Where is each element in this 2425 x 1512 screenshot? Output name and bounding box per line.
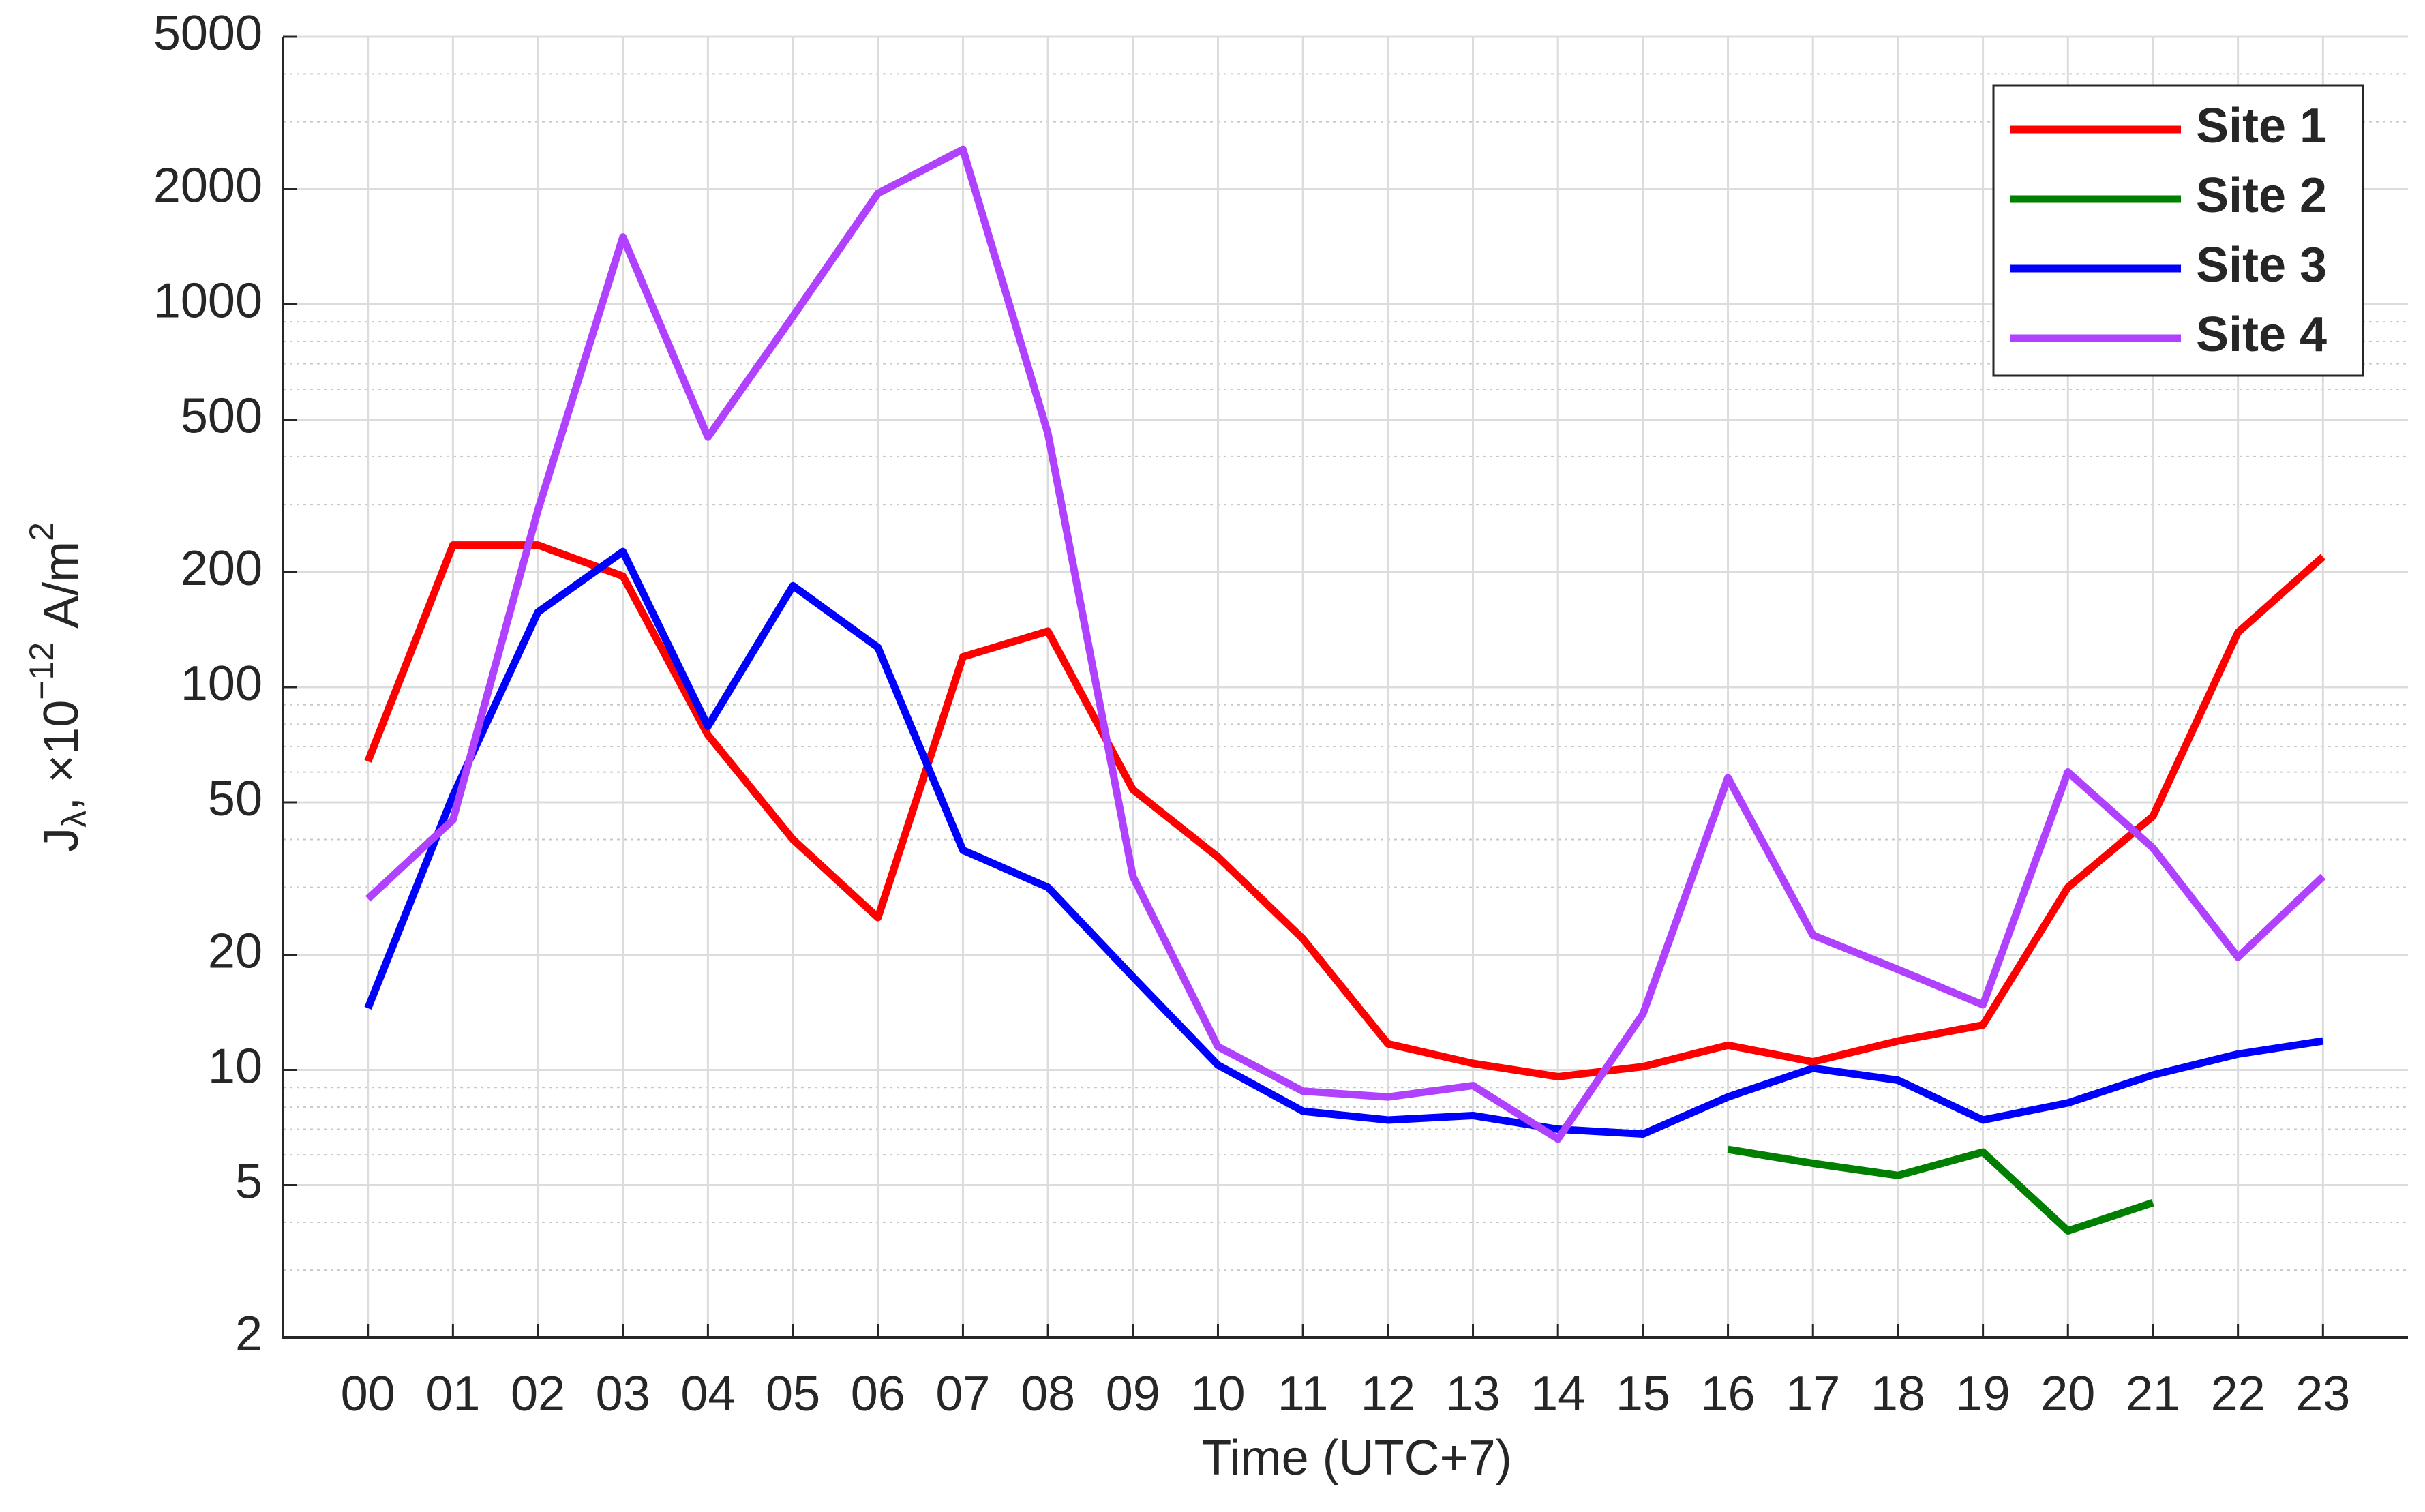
x-tick-label: 09 bbox=[1106, 1367, 1160, 1421]
y-tick-label: 2000 bbox=[153, 158, 262, 213]
x-tick-label: 18 bbox=[1871, 1367, 1925, 1421]
x-tick-label: 00 bbox=[341, 1367, 395, 1421]
y-tick-label: 5000 bbox=[153, 6, 262, 61]
x-tick-label: 21 bbox=[2126, 1367, 2180, 1421]
series-line bbox=[364, 547, 2324, 1138]
grid bbox=[283, 35, 2408, 1339]
lines bbox=[364, 145, 2326, 1235]
x-tick-label: 17 bbox=[1786, 1367, 1840, 1421]
y-label-part: λ bbox=[55, 811, 93, 828]
x-tick-label: 19 bbox=[1956, 1367, 2010, 1421]
x-tick-label: 12 bbox=[1361, 1367, 1415, 1421]
x-tick-label: 02 bbox=[511, 1367, 565, 1421]
y-label-part: J bbox=[34, 828, 89, 852]
legend-label: Site 4 bbox=[2196, 307, 2327, 362]
y-tick-label: 500 bbox=[181, 389, 262, 444]
legend-label: Site 3 bbox=[2196, 238, 2327, 292]
y-label-part: A/m bbox=[34, 541, 89, 642]
y-label-part: −12 bbox=[22, 642, 61, 700]
x-tick-label: 04 bbox=[680, 1367, 735, 1421]
axes: 2 5 10 20 50 100 200 500 1000 2000 5000 00 01 02 03 04 0… bbox=[153, 6, 2408, 1421]
x-tick-label: 22 bbox=[2211, 1367, 2265, 1421]
y-tick-label: 20 bbox=[208, 924, 262, 978]
y-axis-label: Jλ, ×10−12 A/m2 bbox=[22, 522, 93, 852]
legend-label: Site 1 bbox=[2196, 99, 2327, 153]
y-label-part: 2 bbox=[22, 522, 61, 541]
y-tick-label: 100 bbox=[181, 656, 262, 711]
series-line bbox=[1727, 1145, 2154, 1235]
x-tick-label: 16 bbox=[1701, 1367, 1756, 1421]
y-tick-label: 10 bbox=[208, 1040, 262, 1094]
y-tick-label: 5 bbox=[235, 1155, 262, 1209]
x-tick-label: 03 bbox=[596, 1367, 650, 1421]
x-tick-label: 14 bbox=[1531, 1367, 1585, 1421]
x-tick-label: 10 bbox=[1190, 1367, 1245, 1421]
legend-box bbox=[1992, 84, 2364, 377]
axis-frame bbox=[282, 37, 2408, 1339]
legend: Site 1 Site 2 Site 3 Site 4 bbox=[1992, 84, 2364, 377]
y-tick-label: 50 bbox=[208, 772, 262, 826]
x-tick-label: 05 bbox=[766, 1367, 820, 1421]
y-label-part: , ×10 bbox=[34, 700, 89, 811]
x-tick-label: 20 bbox=[2040, 1367, 2095, 1421]
series-line bbox=[364, 541, 2325, 1080]
x-tick-label: 13 bbox=[1445, 1367, 1500, 1421]
x-tick-label: 07 bbox=[935, 1367, 990, 1421]
y-tick-label: 2 bbox=[235, 1307, 262, 1361]
legend-label: Site 2 bbox=[2196, 168, 2327, 223]
y-tick-label: 200 bbox=[181, 541, 262, 596]
x-axis-label: Time (UTC+7) bbox=[1201, 1431, 1511, 1485]
x-tick-label: 01 bbox=[425, 1367, 480, 1421]
x-tick-label: 15 bbox=[1616, 1367, 1670, 1421]
x-tick-label: 06 bbox=[851, 1367, 905, 1421]
y-tick-label: 1000 bbox=[153, 273, 262, 328]
x-tick-label: 11 bbox=[1278, 1367, 1329, 1421]
x-tick-label: 08 bbox=[1021, 1367, 1075, 1421]
series-line bbox=[365, 145, 2326, 1143]
x-tick-label: 23 bbox=[2295, 1367, 2350, 1421]
